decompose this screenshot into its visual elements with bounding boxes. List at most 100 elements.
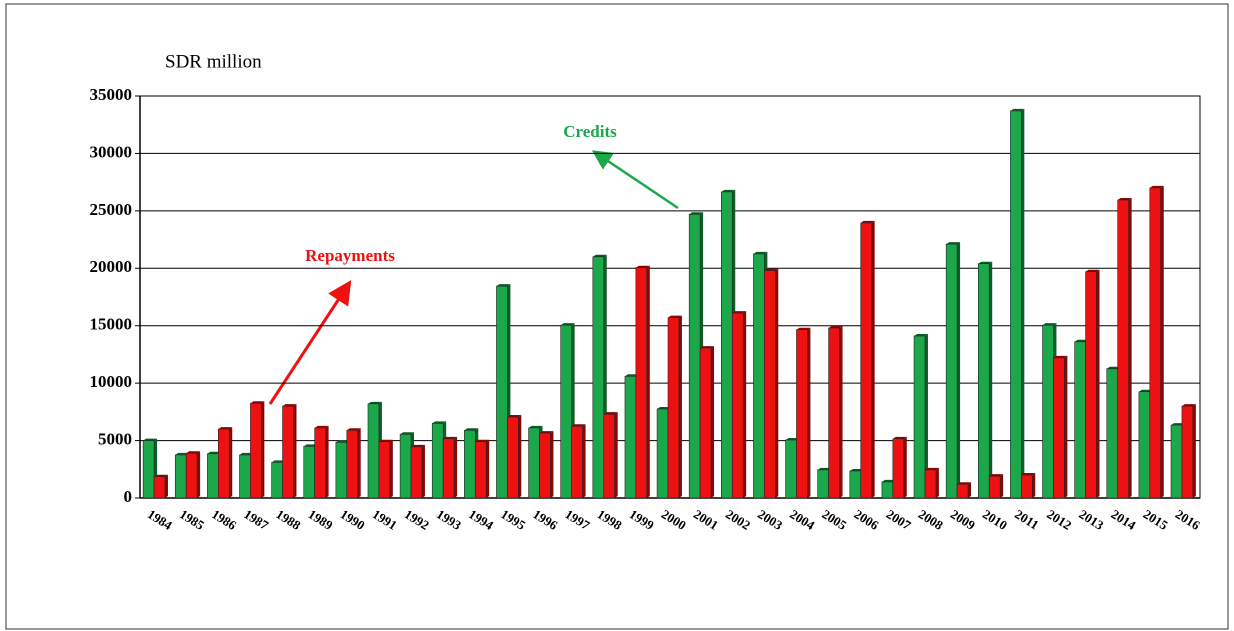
bar-top [335,440,350,443]
bar [335,441,348,499]
bar-top [753,251,768,254]
bar [977,263,990,499]
bar-group [1085,269,1100,499]
bar [785,439,797,499]
bar-top [432,421,447,424]
bar-group [945,242,961,499]
bar-top [1171,423,1185,426]
bar [207,453,219,499]
bar-top [946,242,961,245]
bar-group [185,451,201,499]
bar-top [924,467,939,470]
y-axis-label: SDR million [165,51,262,72]
bar-top [367,401,382,404]
bar [282,405,294,499]
bar-top [207,451,222,454]
bar-group [1117,197,1132,499]
bar-side [293,404,297,498]
bar-top [378,439,393,442]
bar-group [1010,108,1025,499]
bar-side [325,425,329,498]
bar [1085,271,1097,499]
bar-top [239,452,254,455]
bar-side [1064,355,1068,498]
y-tick-label: 20000 [90,257,133,276]
bar [603,413,615,499]
bar-top [1106,366,1121,369]
bar [507,416,519,499]
bar-group [282,404,297,499]
bar [731,312,744,499]
y-tick-label: 0 [124,487,133,506]
bar [624,375,637,499]
bar-group [977,261,993,499]
bar-top [668,315,682,318]
bar [699,347,712,499]
bar-top [700,346,715,349]
bar [539,432,551,499]
bar-side [807,327,811,498]
bar-group [892,436,907,499]
bar-top [1021,473,1036,476]
bar-top [560,323,575,326]
bar [496,285,508,499]
bar [528,427,540,499]
bar-group [635,265,650,499]
bar [431,423,444,499]
y-tick-label: 5000 [98,429,132,448]
bar [142,440,155,499]
bar-group [796,327,811,499]
bar [667,317,680,499]
bar-top [592,254,607,257]
bar-group [153,474,168,499]
bar-top [218,427,233,430]
bar [474,441,487,499]
bar-top [507,415,522,418]
bar [1010,110,1022,499]
bar-top [1138,389,1153,392]
bar [1106,368,1118,499]
bar-side [1192,404,1196,498]
arrow [591,150,679,210]
bar-group [539,431,554,499]
bar-group [571,424,586,499]
bar-group [699,346,715,499]
bar-group [764,268,779,499]
bar [185,452,198,499]
bar-top [571,424,586,427]
bar [218,428,230,499]
bar-side [743,311,747,498]
bar [1149,187,1162,499]
bar [688,214,701,499]
bar-top [689,212,704,215]
bar-top [250,401,265,404]
bar-group [988,474,1004,499]
bar-side [957,242,961,498]
bar-top [1010,108,1025,111]
bar-side [164,474,168,498]
bar-group [378,439,393,499]
bar-top [528,425,543,428]
bar-side [261,401,265,498]
bar [399,433,412,499]
bar-top [271,460,286,463]
bar [1181,405,1194,499]
bar-group [442,436,458,499]
bar-group [218,427,233,499]
bar-side [357,428,361,498]
bar-side [1032,473,1036,498]
bar-group [250,401,265,499]
bar-group [667,315,682,499]
bar [410,446,423,499]
bar-top [400,432,415,435]
bar-top [635,265,650,268]
bar-top [732,311,747,314]
bar-top [892,436,907,439]
bar-side [614,412,618,498]
bar-top [443,436,458,439]
bar [250,402,262,499]
y-tick-label: 10000 [90,372,133,391]
bar [849,470,862,499]
bar-top [603,412,618,415]
